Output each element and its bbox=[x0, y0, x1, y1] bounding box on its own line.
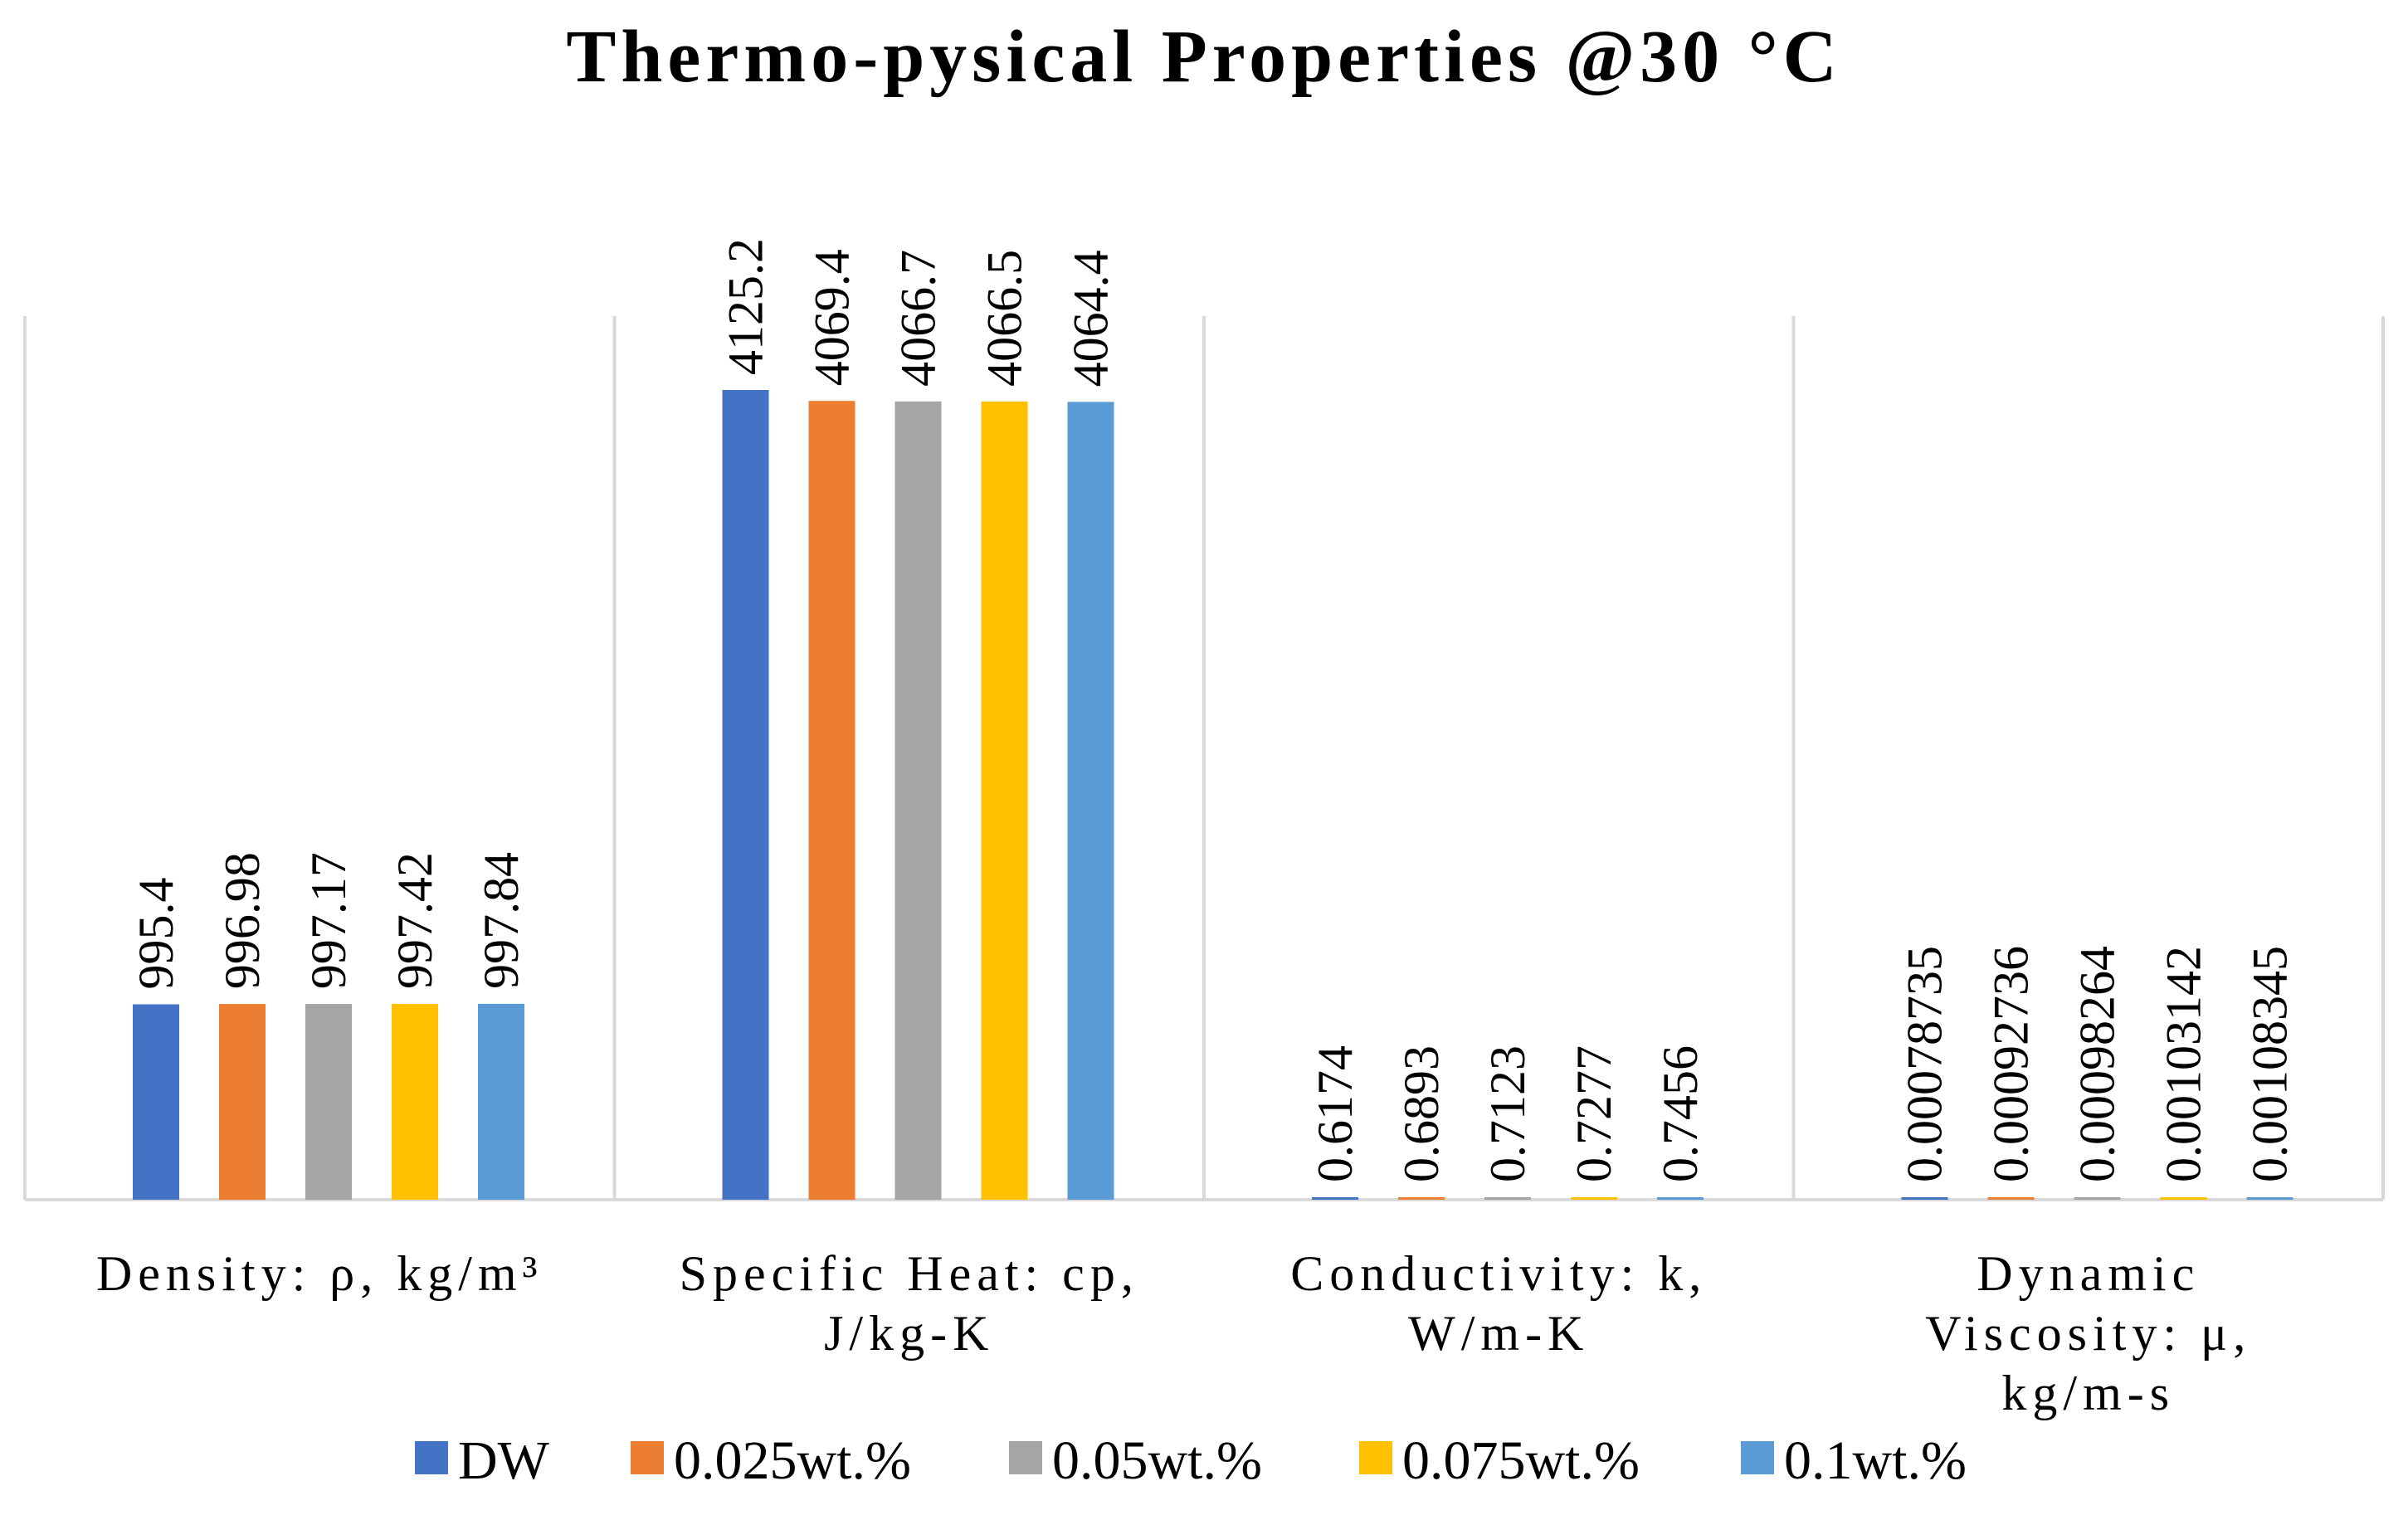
data-label: 997.84 bbox=[474, 852, 529, 989]
bar bbox=[219, 1004, 266, 1200]
data-label: 4066.7 bbox=[891, 250, 946, 387]
chart-title: Thermo-pysical Properties @30 °C bbox=[566, 16, 1841, 98]
category-label: Specific Heat: cp, bbox=[680, 1246, 1139, 1301]
legend-swatch bbox=[631, 1441, 664, 1474]
category-label: Density: ρ, kg/m³ bbox=[96, 1246, 544, 1301]
legend-label: 0.1wt.% bbox=[1784, 1430, 1967, 1491]
data-label: 4064.4 bbox=[1064, 250, 1119, 387]
legend-item: 0.1wt.% bbox=[1741, 1430, 1967, 1491]
data-label: 0.00098264 bbox=[2070, 946, 2125, 1182]
bar bbox=[1312, 1197, 1358, 1200]
bar bbox=[2074, 1197, 2121, 1200]
bar bbox=[1484, 1197, 1531, 1200]
data-label: 997.17 bbox=[301, 852, 356, 989]
data-label: 0.7123 bbox=[1480, 1045, 1535, 1182]
data-label: 0.7277 bbox=[1567, 1045, 1621, 1182]
data-label: 0.00103142 bbox=[2157, 946, 2211, 1182]
category-label: J/kg-K bbox=[824, 1306, 994, 1361]
legend-swatch bbox=[415, 1441, 448, 1474]
legend-item: 0.075wt.% bbox=[1359, 1430, 1640, 1491]
bar bbox=[1901, 1197, 1948, 1200]
bar bbox=[305, 1004, 352, 1200]
bar bbox=[722, 390, 769, 1200]
bar bbox=[392, 1004, 438, 1200]
plot-area: 995.4 996.98 997.17 997.42 997.84 Density: ρ,… bbox=[23, 238, 2385, 1420]
legend-swatch bbox=[1009, 1441, 1042, 1474]
data-label: 0.00108345 bbox=[2243, 946, 2298, 1182]
legend-label: 0.025wt.% bbox=[674, 1430, 911, 1491]
legend-item: 0.05wt.% bbox=[1009, 1430, 1262, 1491]
bar bbox=[1067, 402, 1114, 1200]
data-label: 4125.2 bbox=[719, 238, 773, 375]
data-label: 0.6174 bbox=[1308, 1045, 1362, 1182]
bar bbox=[981, 401, 1028, 1201]
bar bbox=[1987, 1197, 2035, 1200]
legend-item: DW bbox=[415, 1430, 550, 1491]
data-label: 4069.4 bbox=[805, 249, 860, 386]
legend: DW 0.025wt.% 0.05wt.% 0.075wt.% 0.1wt.% bbox=[415, 1430, 1967, 1491]
data-label: 0.6893 bbox=[1394, 1045, 1449, 1182]
category-label: Dynamic bbox=[1977, 1246, 2200, 1301]
bar bbox=[1571, 1197, 1617, 1200]
bar bbox=[478, 1003, 524, 1200]
data-label: 4066.5 bbox=[977, 250, 1032, 387]
bar bbox=[2246, 1197, 2293, 1200]
legend-item: 0.025wt.% bbox=[631, 1430, 911, 1491]
data-label: 997.42 bbox=[388, 852, 442, 989]
bar bbox=[808, 401, 855, 1200]
data-label: 995.4 bbox=[129, 877, 183, 989]
bar bbox=[894, 401, 942, 1200]
category-label: kg/m-s bbox=[2001, 1366, 2175, 1420]
bar bbox=[2160, 1197, 2207, 1200]
bar bbox=[1657, 1197, 1704, 1200]
category-label: Conductivity: k, bbox=[1290, 1246, 1707, 1301]
bar bbox=[1398, 1197, 1445, 1200]
data-label: 0.7456 bbox=[1653, 1045, 1708, 1182]
legend-label: 0.075wt.% bbox=[1402, 1430, 1640, 1491]
legend-swatch bbox=[1741, 1441, 1774, 1474]
legend-swatch bbox=[1359, 1441, 1392, 1474]
legend-label: DW bbox=[458, 1430, 550, 1491]
category-label: Viscosity: μ, bbox=[1925, 1306, 2251, 1361]
data-label: 996.98 bbox=[215, 852, 270, 989]
legend-label: 0.05wt.% bbox=[1052, 1430, 1262, 1491]
data-label: 0.00092736 bbox=[1984, 946, 2039, 1182]
category-label: W/m-K bbox=[1408, 1306, 1589, 1361]
bar bbox=[133, 1004, 179, 1200]
data-label: 0.00078735 bbox=[1898, 946, 1952, 1182]
